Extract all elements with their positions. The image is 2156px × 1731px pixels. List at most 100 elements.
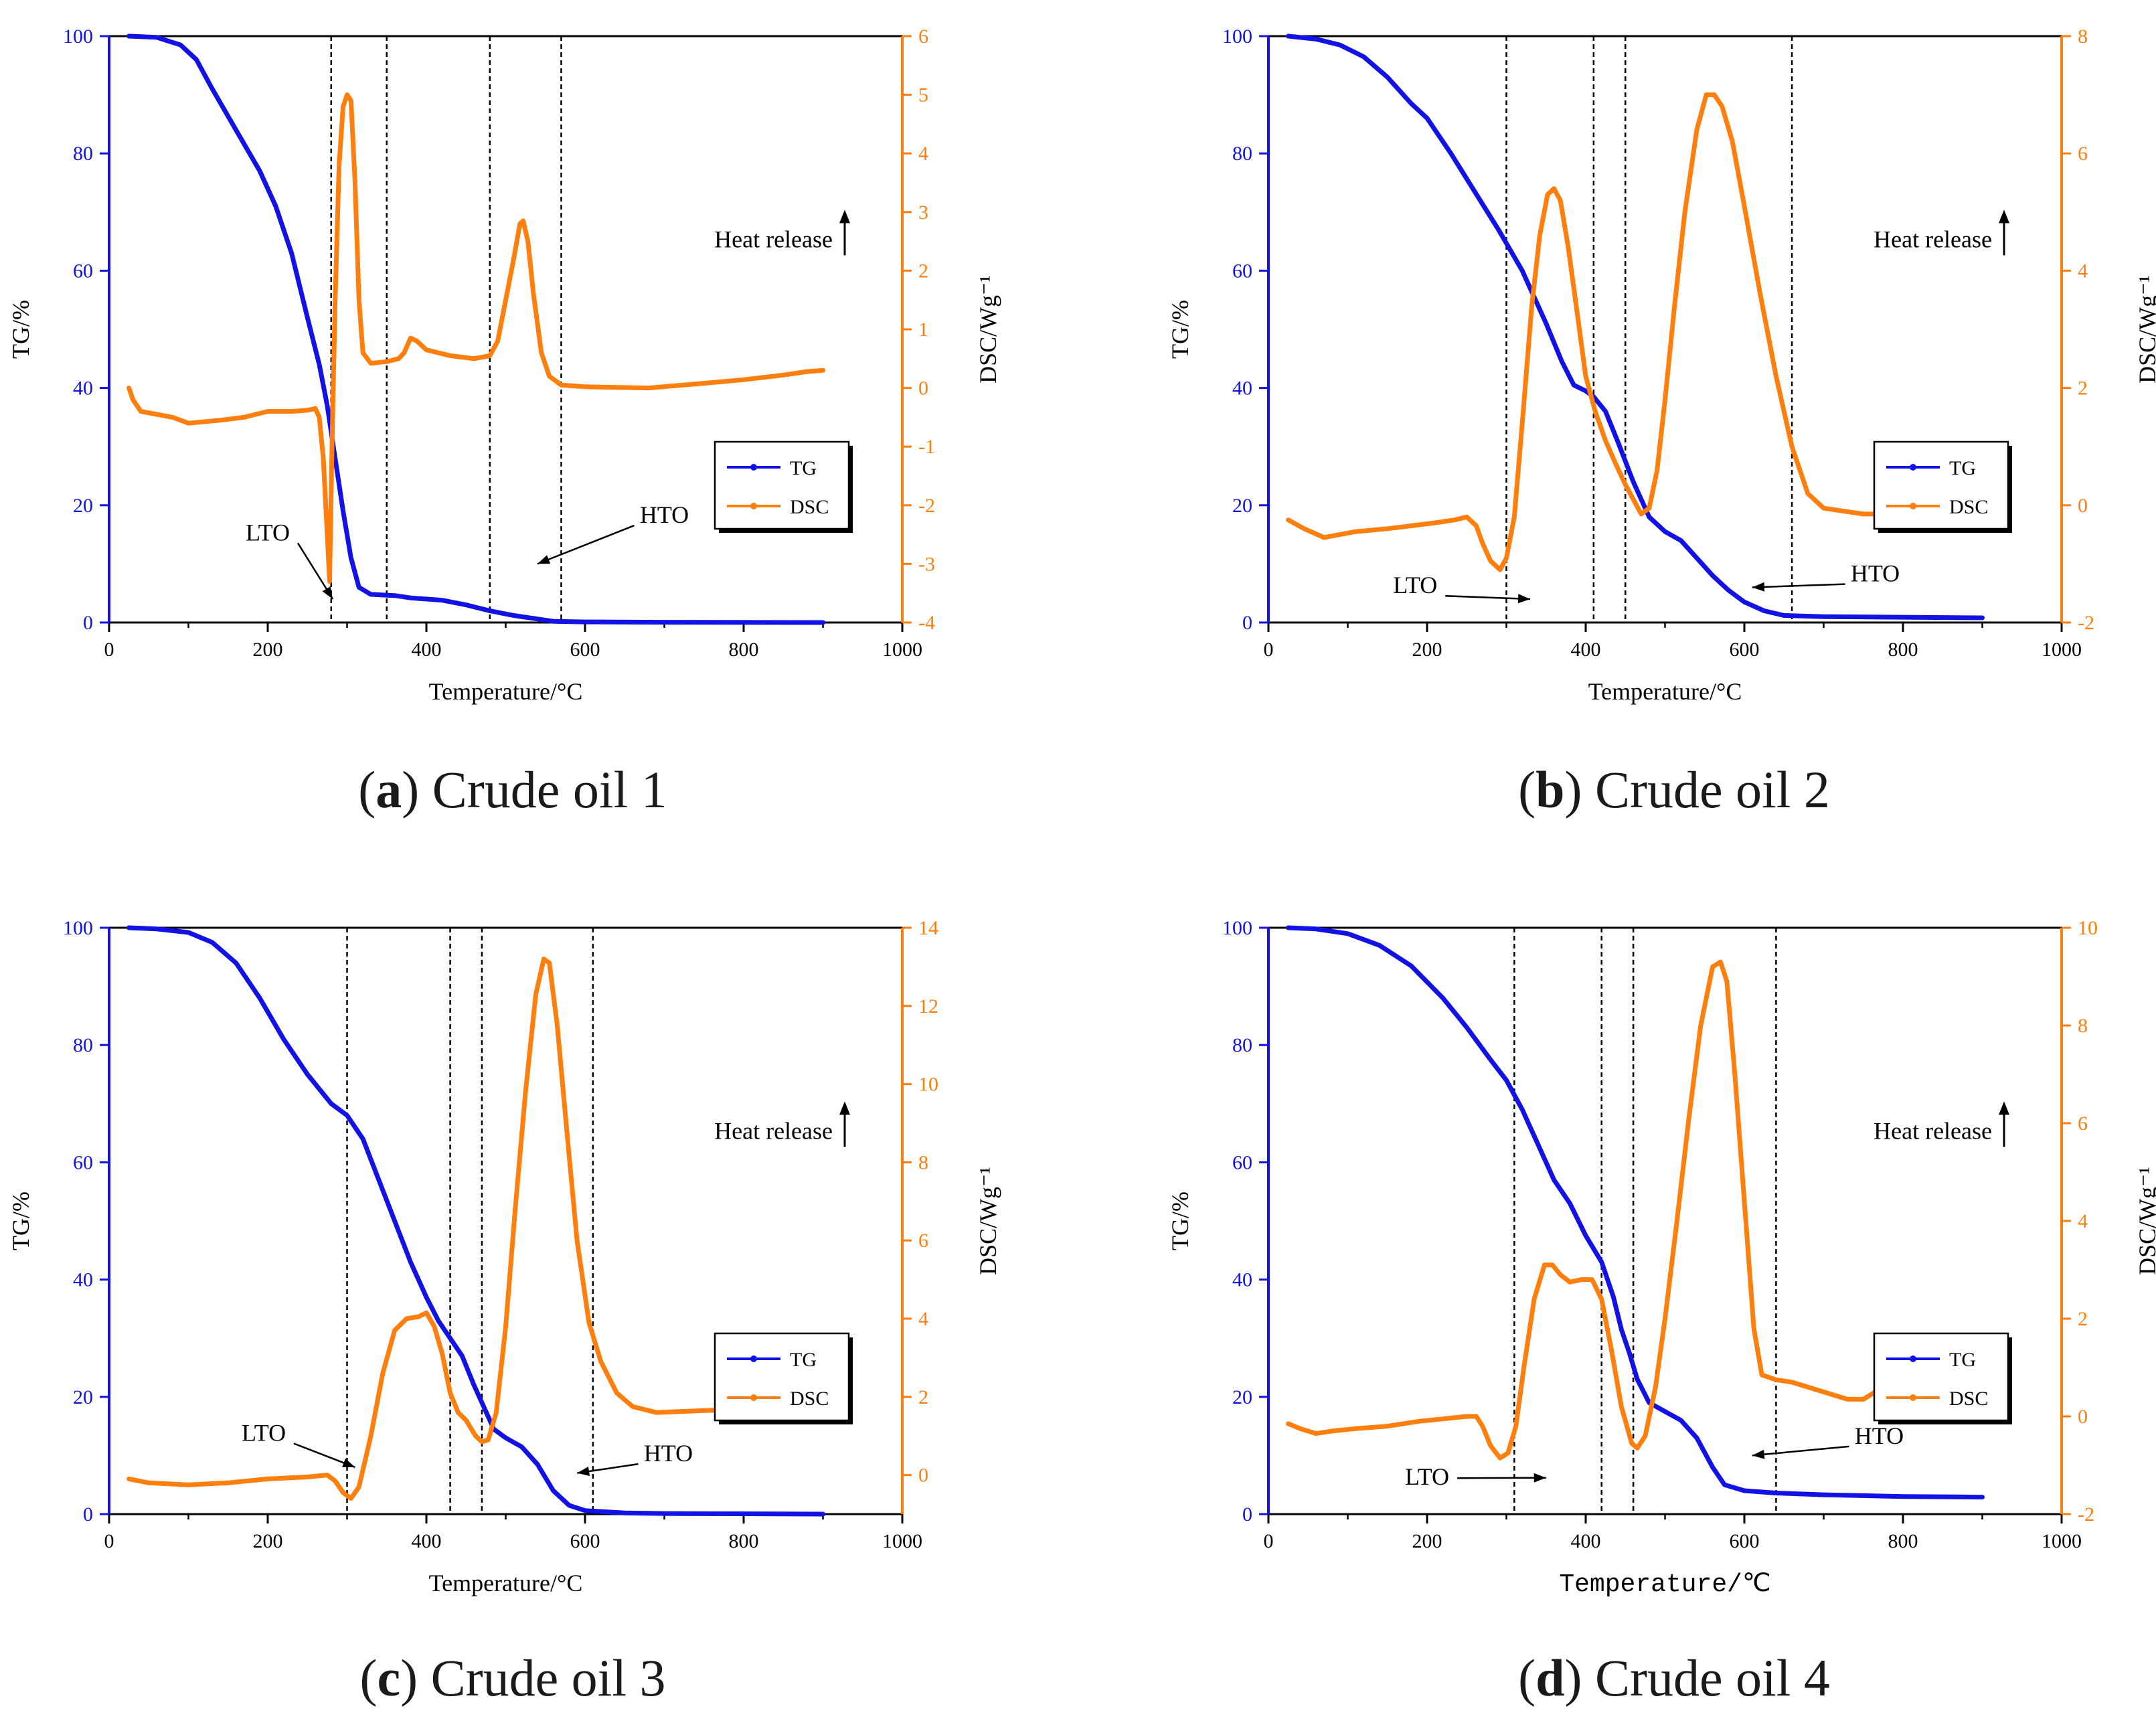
legend-marker-tg [1910,1355,1916,1362]
right-y-tick-label: -2 [2078,1503,2094,1526]
left-y-tick-label: 80 [1232,1034,1252,1056]
left-y-tick-label: 80 [73,143,93,165]
heat-release-arrowhead [839,210,850,224]
legend-box [1873,1332,2009,1422]
annotation-hto: HTO [644,1440,693,1467]
x-tick-label: 1000 [882,639,922,661]
annotation-arrowhead [537,555,551,564]
right-y-tick-label: 1 [918,319,928,341]
x-tick-label: 0 [1264,639,1274,661]
right-y-tick-label: 6 [918,1230,928,1252]
right-y-tick-label: 0 [2078,1406,2088,1428]
plot-frame [108,926,904,1515]
x-tick-label: 800 [1888,1530,1918,1552]
plot-frame [108,35,904,624]
legend-marker-dsc [1910,503,1916,509]
x-tick-label: 400 [412,639,442,661]
x-axis-label: Temperature/°C [429,1570,583,1596]
x-axis-label: Temperature/°C [429,678,583,705]
chart-c: 0 200 400 600 800 100002040608010002468101214… [7,917,1001,1596]
series-tg-line [127,33,825,625]
legend-marker-tg [750,1355,757,1362]
heat-release-arrowhead [839,1101,850,1115]
right-y-tick-label: 2 [918,260,928,282]
caption-b: (b) Crude oil 2 [1518,760,1830,819]
series-dsc-line [1286,959,1985,1461]
x-tick-label: 1000 [2042,639,2082,661]
x-tick-label: 1000 [882,1530,922,1552]
left-y-tick-label: 20 [1232,495,1252,517]
right-y-tick-label: 6 [918,25,928,48]
right-y-tick-label: -2 [2078,612,2094,634]
series-tg-line [127,925,825,1517]
legend-label-dsc: DSC [1949,1388,1988,1410]
left-y-axis-label: TG/% [1167,1191,1193,1250]
right-y-tick-label: 10 [918,1074,938,1096]
left-y-tick-label: 0 [1242,612,1252,634]
annotation-lto: LTO [242,1420,286,1447]
series-dsc-line [1286,92,1985,572]
x-tick-label: 400 [412,1530,442,1552]
annotation-arrowhead [342,1458,355,1467]
legend-label-dsc: DSC [790,1388,829,1410]
x-tick-label: 600 [1730,639,1760,661]
right-y-tick-label: 4 [2078,1210,2088,1232]
x-tick-label: 0 [1264,1530,1274,1552]
annotation-arrow [1752,583,1845,588]
annotation-hto: HTO [640,501,689,528]
right-y-tick-label: 0 [918,378,928,400]
legend-marker-dsc [1910,1394,1916,1401]
left-y-tick-label: 40 [1232,1269,1252,1291]
left-y-tick-label: 0 [1242,1503,1252,1526]
right-y-tick-label: 14 [918,917,938,939]
annotation-lto: LTO [1393,572,1437,598]
left-y-tick-label: 20 [73,495,93,517]
right-y-tick-label: 4 [2078,260,2088,282]
legend-marker-tg [1910,464,1916,471]
right-y-tick-label: 8 [918,1151,928,1173]
right-y-tick-label: 0 [2078,495,2088,517]
annotation-arrowhead [577,1467,590,1476]
right-y-tick-label: 0 [918,1465,928,1487]
right-y-axis-label: DSC/Wg⁻¹ [975,1167,1001,1275]
heat-release-label: Heat release [1874,1117,1992,1144]
left-y-tick-label: 60 [73,260,93,282]
left-y-tick-label: 40 [1232,378,1252,400]
legend-marker-dsc [750,1394,757,1401]
annotation-hto: HTO [1855,1422,1904,1449]
right-y-axis-label: DSC/Wg⁻¹ [975,275,1001,384]
legend-box [714,1332,850,1422]
annotation-arrowhead [1533,1473,1546,1483]
legend-marker-tg [750,464,757,471]
left-y-tick-label: 80 [1232,143,1252,165]
x-tick-label: 800 [1888,639,1918,661]
x-axis-label: Temperature/℃ [1559,1570,1770,1599]
heat-release-arrowhead [1999,210,2009,224]
legend-box [1873,440,2009,530]
heat-release-label: Heat release [714,226,833,252]
left-y-tick-label: 100 [1222,917,1252,939]
annotation-lto: LTO [246,519,290,546]
chart-d: 0 200 400 600 800 1000 0 20 40 60 80 100 -2 0 2 4 6 8 10 Te… [1167,917,2156,1599]
legend-label-tg: TG [790,457,817,479]
x-tick-label: 1000 [2042,1530,2082,1552]
left-y-tick-label: 100 [63,25,93,48]
heat-release-arrowhead [1999,1101,2009,1115]
chart-a: 0 200 400 600 800 1000 0 20 40 60 80 100 -4 -3 -2 -1 0 1 2… [7,25,1001,705]
x-tick-label: 0 [104,1530,114,1552]
left-y-tick-label: 100 [63,917,93,939]
x-tick-label: 400 [1571,1530,1601,1552]
left-y-axis-label: TG/% [7,300,34,359]
right-y-tick-label: 2 [918,1386,928,1408]
annotation-lto: LTO [1405,1463,1449,1490]
x-tick-label: 200 [1412,639,1442,661]
right-y-axis-label: DSC/Wg⁻¹ [2134,275,2156,384]
x-tick-label: 600 [1730,1530,1760,1552]
left-y-tick-label: 40 [73,1269,93,1291]
legend-box [714,440,850,530]
x-tick-label: 600 [570,639,600,661]
left-y-tick-label: 20 [1232,1386,1252,1408]
series-dsc-line [127,92,825,584]
right-y-tick-label: 12 [918,995,938,1017]
